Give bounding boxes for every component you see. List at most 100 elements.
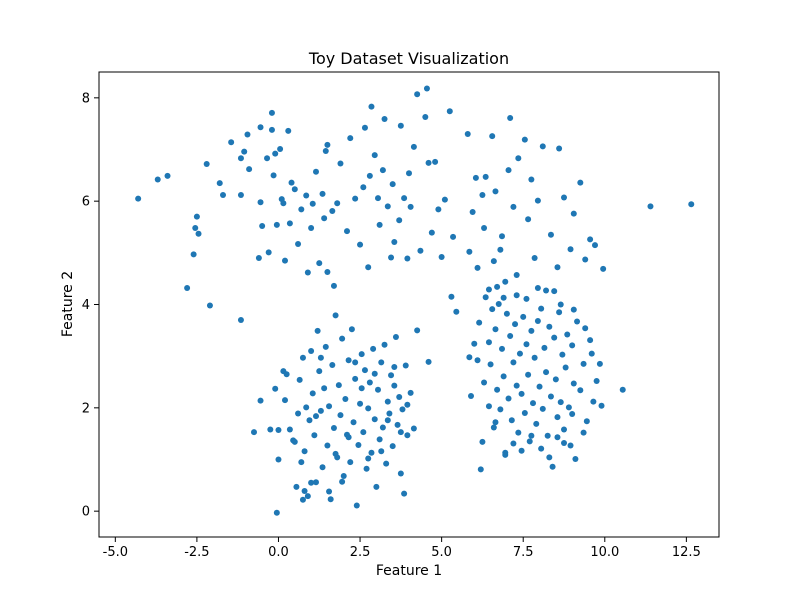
scatter-point xyxy=(353,502,360,509)
scatter-point xyxy=(241,148,248,155)
scatter-point xyxy=(340,473,347,480)
scatter-point xyxy=(255,255,262,261)
scatter-point xyxy=(135,195,142,202)
scatter-point xyxy=(543,369,550,376)
scatter-point xyxy=(526,438,533,445)
scatter-point xyxy=(272,385,279,392)
scatter-point xyxy=(376,436,383,443)
scatter-point xyxy=(453,308,460,315)
scatter-point xyxy=(335,382,342,389)
scatter-point xyxy=(554,414,561,421)
scatter-point xyxy=(339,335,346,342)
scatter-point xyxy=(368,103,375,110)
scatter-point xyxy=(267,426,274,433)
scatter-point xyxy=(299,354,306,361)
scatter-point xyxy=(534,284,541,291)
scatter-point xyxy=(286,220,293,227)
scatter-point xyxy=(494,386,501,393)
scatter-point xyxy=(407,389,414,396)
scatter-point xyxy=(371,416,378,423)
scatter-point xyxy=(497,246,504,253)
scatter-point xyxy=(516,350,523,357)
scatter-point xyxy=(485,339,492,346)
scatter-point xyxy=(469,209,476,216)
scatter-point xyxy=(237,317,244,323)
scatter-point xyxy=(366,172,373,179)
scatter-point xyxy=(559,351,566,358)
scatter-point xyxy=(438,253,445,260)
scatter-point xyxy=(257,397,264,404)
scatter-point xyxy=(391,238,398,245)
scatter-point xyxy=(327,496,334,503)
scatter-point xyxy=(306,417,313,424)
scatter-point xyxy=(397,429,404,436)
scatter-point xyxy=(319,464,326,471)
scatter-point xyxy=(304,493,311,500)
scatter-point xyxy=(164,172,171,179)
scatter-point xyxy=(549,463,556,470)
scatter-point xyxy=(551,334,558,341)
scatter-point xyxy=(450,233,457,240)
scatter-point xyxy=(295,241,302,248)
scatter-point xyxy=(237,155,244,162)
scatter-point xyxy=(482,294,489,301)
scatter-point xyxy=(392,334,399,341)
scatter-point xyxy=(414,91,421,98)
scatter-point xyxy=(474,357,481,364)
y-tick-label: 6 xyxy=(82,195,90,210)
scatter-point xyxy=(587,236,594,243)
scatter-point xyxy=(446,108,453,115)
scatter-point xyxy=(567,442,574,449)
scatter-point xyxy=(495,300,502,307)
scatter-point xyxy=(363,465,370,472)
scatter-point xyxy=(383,460,390,467)
scatter-point xyxy=(321,385,328,392)
scatter-point xyxy=(401,490,408,497)
scatter-point xyxy=(330,424,337,431)
scatter-point xyxy=(497,406,504,413)
scatter-point xyxy=(257,124,264,131)
scatter-point xyxy=(513,292,520,299)
scatter-point xyxy=(570,306,577,313)
scatter-point xyxy=(259,222,266,229)
scatter-point xyxy=(502,451,509,458)
scatter-point xyxy=(544,432,551,439)
scatter-point xyxy=(557,301,564,308)
scatter-point xyxy=(414,327,421,334)
scatter-point xyxy=(572,455,579,462)
scatter-point xyxy=(193,213,200,220)
scatter-point xyxy=(474,264,481,271)
scatter-point xyxy=(313,479,319,486)
scatter-point xyxy=(552,376,559,383)
scatter-point xyxy=(345,357,352,364)
scatter-point xyxy=(425,358,432,365)
scatter-point xyxy=(562,364,569,371)
scatter-point xyxy=(358,385,365,392)
scatter-point xyxy=(494,283,501,290)
scatter-point xyxy=(303,192,310,199)
scatter-point xyxy=(561,439,567,446)
scatter-point xyxy=(357,241,364,248)
scatter-point xyxy=(547,231,554,238)
scatter-point xyxy=(422,113,429,120)
y-tick-label: 0 xyxy=(82,505,90,520)
scatter-point xyxy=(237,191,244,198)
scatter-point xyxy=(344,228,350,235)
scatter-point xyxy=(384,398,391,405)
scatter-point xyxy=(520,313,527,320)
scatter-point xyxy=(391,382,398,389)
scatter-point xyxy=(378,448,385,455)
scatter-point xyxy=(556,145,563,152)
x-tick-label: 2.5 xyxy=(350,545,371,560)
scatter-point xyxy=(556,309,563,316)
scatter-point xyxy=(342,396,349,403)
scatter-point xyxy=(482,173,489,180)
scatter-point xyxy=(386,410,393,417)
scatter-point xyxy=(485,286,492,293)
scatter-point xyxy=(528,327,535,334)
scatter-point xyxy=(561,194,567,201)
scatter-point xyxy=(565,404,572,411)
scatter-point xyxy=(557,399,564,406)
scatter-point xyxy=(396,217,403,224)
scatter-point xyxy=(404,432,411,439)
